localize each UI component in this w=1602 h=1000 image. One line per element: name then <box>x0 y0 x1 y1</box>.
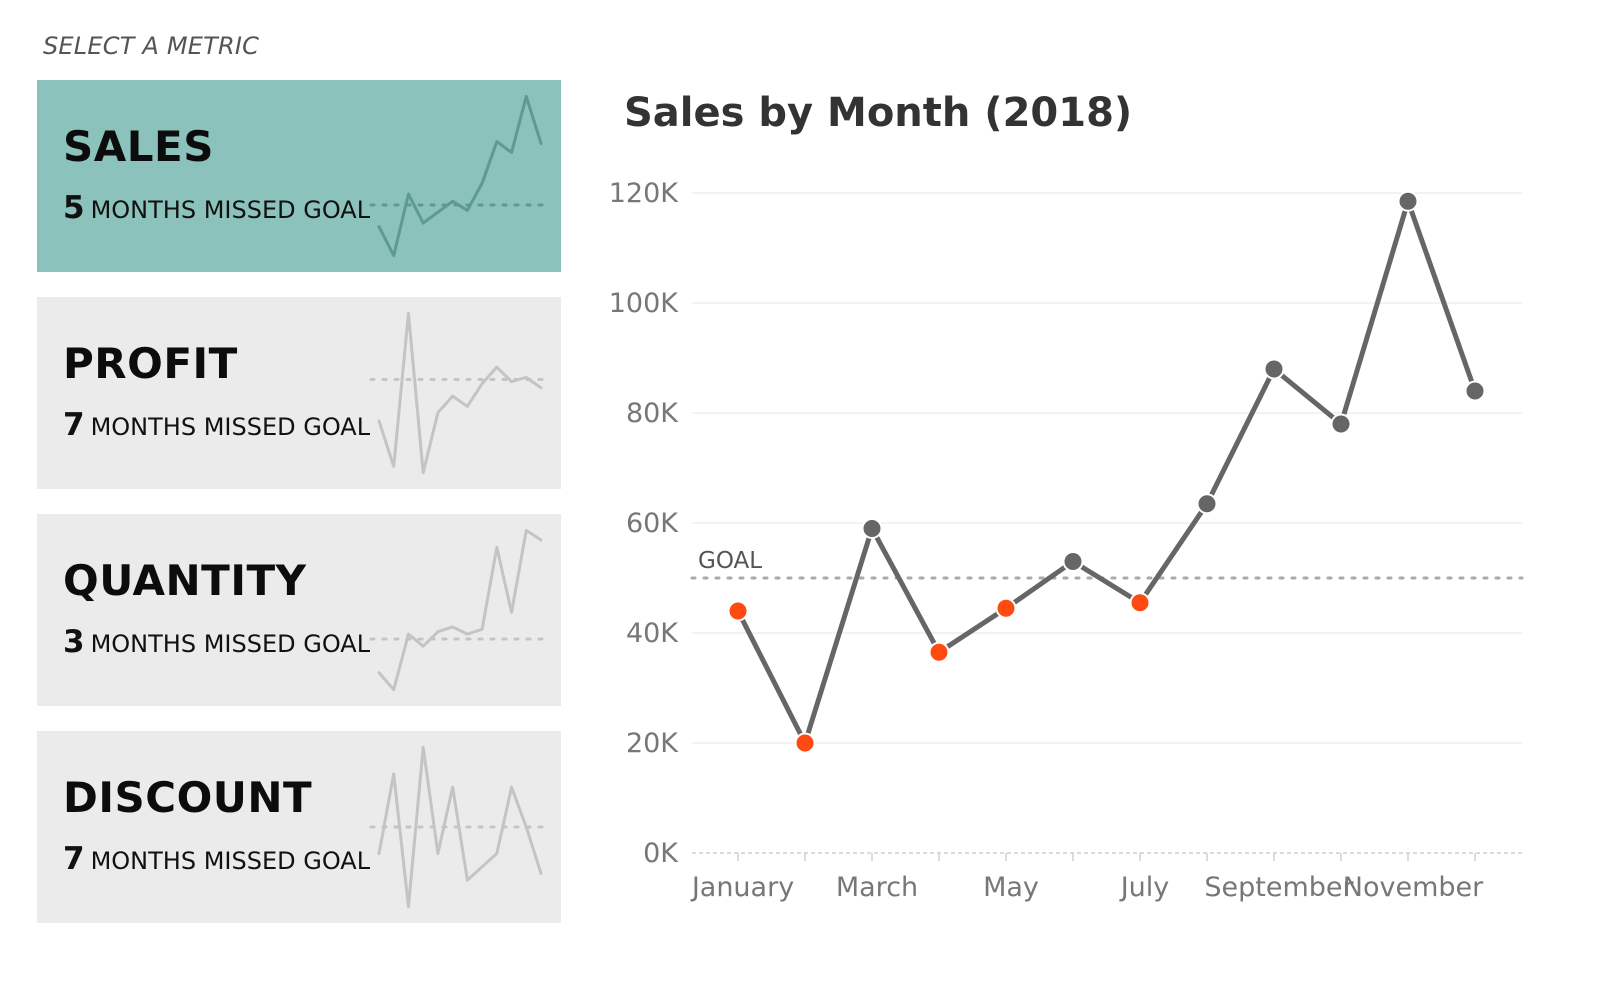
sparkline-series-line <box>377 311 543 475</box>
y-tick-label: 80K <box>626 398 679 429</box>
missed-goal-count: 3 <box>63 624 85 660</box>
data-point-met-goal <box>861 518 883 539</box>
metric-card-quantity[interactable]: QUANTITY 3 MONTHS MISSED GOAL <box>37 514 561 706</box>
sales-sparkline <box>369 94 551 258</box>
metric-card-subtitle: 7 MONTHS MISSED GOAL <box>63 407 370 443</box>
chart-title: Sales by Month (2018) <box>624 90 1133 136</box>
data-point-missed-goal <box>1129 592 1151 614</box>
x-tick-label: January <box>690 872 794 903</box>
metric-card-title: PROFIT <box>63 339 238 388</box>
x-tick-label: May <box>983 872 1039 903</box>
missed-goal-text: MONTHS MISSED GOAL <box>90 630 371 658</box>
missed-goal-count: 7 <box>63 407 85 443</box>
metric-card-discount[interactable]: DISCOUNT 7 MONTHS MISSED GOAL <box>37 731 561 923</box>
y-tick-label: 20K <box>626 728 679 759</box>
goal-label: GOAL <box>698 548 762 574</box>
metric-card-subtitle: 7 MONTHS MISSED GOAL <box>63 841 370 877</box>
metric-card-profit[interactable]: PROFIT 7 MONTHS MISSED GOAL <box>37 297 561 489</box>
missed-goal-count: 7 <box>63 841 85 877</box>
metric-card-sales[interactable]: SALES 5 MONTHS MISSED GOAL <box>37 80 561 272</box>
metric-card-subtitle: 5 MONTHS MISSED GOAL <box>63 190 370 226</box>
sales-line-chart: 0K 20K 40K 60K 80K 100K 120K January March May Jul… <box>609 178 1524 903</box>
x-tick-label: September <box>1204 872 1354 903</box>
data-point-missed-goal <box>794 732 816 754</box>
x-tick-label: November <box>1343 872 1484 903</box>
data-point-met-goal <box>1330 413 1352 435</box>
profit-sparkline <box>369 311 551 475</box>
x-tick-label: July <box>1119 872 1170 903</box>
metric-card-title: SALES <box>63 122 214 171</box>
discount-sparkline <box>369 745 551 909</box>
select-metric-label: SELECT A METRIC <box>43 32 260 60</box>
metric-card-title: QUANTITY <box>63 556 307 605</box>
y-tick-label: 0K <box>643 838 679 869</box>
data-point-missed-goal <box>928 641 950 663</box>
missed-goal-text: MONTHS MISSED GOAL <box>90 413 371 441</box>
missed-goal-text: MONTHS MISSED GOAL <box>90 196 371 224</box>
sparkline-series-line <box>377 528 543 692</box>
data-point-missed-goal <box>995 597 1017 619</box>
y-tick-label: 40K <box>626 618 679 649</box>
sparkline-series-line <box>377 745 543 909</box>
metric-card-title: DISCOUNT <box>63 773 313 822</box>
data-point-met-goal <box>1196 493 1218 515</box>
sparkline-series-line <box>377 94 543 258</box>
data-point-met-goal <box>1464 380 1486 402</box>
y-tick-label: 120K <box>609 178 680 209</box>
data-point-met-goal <box>1062 551 1084 572</box>
sales-series-line <box>735 198 1478 746</box>
y-tick-label: 100K <box>609 288 680 319</box>
x-tick-label: March <box>836 872 918 903</box>
data-point-met-goal <box>1397 190 1419 212</box>
data-point-missed-goal <box>727 600 749 622</box>
y-tick-label: 60K <box>626 508 679 539</box>
missed-goal-count: 5 <box>63 190 85 226</box>
missed-goal-text: MONTHS MISSED GOAL <box>90 847 371 875</box>
data-point-met-goal <box>1263 358 1285 380</box>
quantity-sparkline <box>369 528 551 692</box>
metric-card-subtitle: 3 MONTHS MISSED GOAL <box>63 624 370 660</box>
